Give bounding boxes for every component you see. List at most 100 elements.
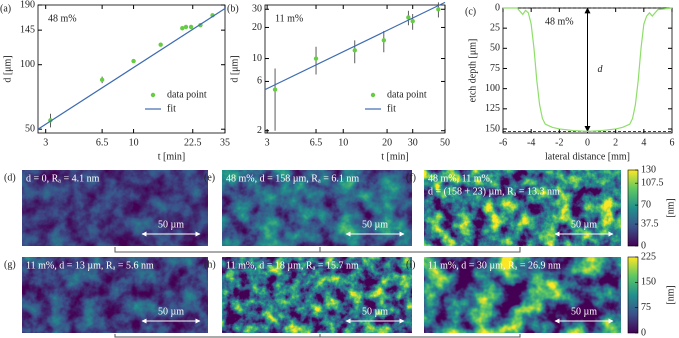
arrow-label: d <box>598 64 604 75</box>
x-tick-label: 6.5 <box>96 137 109 148</box>
data-point <box>158 42 163 47</box>
scale-bar-label: 50 µm <box>571 306 597 317</box>
data-point <box>131 58 136 64</box>
series-line <box>37 7 226 130</box>
x-axis-label: t [min] <box>158 151 186 162</box>
data-point <box>188 24 194 30</box>
image-label: d = 0, Rₐ = 4.1 nm <box>26 173 100 184</box>
annotation: 11 m% <box>275 13 303 24</box>
panel-tag: (f) <box>406 172 416 183</box>
data-point <box>272 87 278 92</box>
legend-swatch <box>150 92 156 98</box>
colorbar-tick-label: 130 <box>641 164 656 175</box>
data-point <box>410 18 415 24</box>
series-line <box>264 1 446 91</box>
image-label: d = (158 + 23) µm, Rₐ = 13.3 nm <box>428 186 560 197</box>
panel-tag: (d) <box>4 172 16 183</box>
series-line <box>503 7 673 132</box>
connector <box>114 334 521 338</box>
colorbar-tick-label: 75 <box>641 302 651 313</box>
plot-frame <box>37 4 226 134</box>
legend-label: fit <box>387 103 396 114</box>
colorbar-unit: [nm] <box>665 198 676 217</box>
colorbar-unit: [nm] <box>665 285 676 304</box>
x-tick-label: 6 <box>670 137 675 148</box>
colorbar-tick-label: 150 <box>641 277 656 288</box>
y-tick-label: 190 <box>20 0 35 10</box>
y-axis-label: d [μm] <box>2 55 13 82</box>
x-tick-label: 6.5 <box>310 137 323 148</box>
image-label: 11 m%, d = 30 µm, Rₐ = 26.9 nm <box>428 260 561 271</box>
panel-tag: (c) <box>465 6 476 17</box>
x-tick-label: -2 <box>555 137 563 148</box>
data-point <box>381 38 387 43</box>
y-axis-label: d [μm] <box>229 55 240 82</box>
colorbar <box>627 256 639 334</box>
panel-tag: (e) <box>204 172 215 183</box>
image-label: 48 m%, d = 158 µm, Rₐ = 6.1 nm <box>226 173 359 184</box>
y-tick-label: 100 <box>20 59 35 70</box>
data-point <box>436 7 441 12</box>
y-tick-label: 20 <box>252 22 262 33</box>
legend-label: fit <box>167 103 176 114</box>
x-tick-label: 2 <box>613 137 618 148</box>
x-axis-label: lateral distance [mm] <box>545 151 630 162</box>
y-tick-label: 6 <box>257 76 262 87</box>
colorbar-tick-label: 107.5 <box>641 177 664 188</box>
x-tick-label: 35 <box>220 137 230 148</box>
y-tick-label: 50 <box>490 43 500 54</box>
plot-frame <box>264 4 446 134</box>
y-tick-label: 2 <box>257 125 262 136</box>
colorbar-tick-label: 225 <box>641 251 656 262</box>
x-tick-label: 3 <box>43 137 48 148</box>
legend-label: data point <box>387 89 427 100</box>
panel-tag: (b) <box>227 3 239 14</box>
y-tick-label: 10 <box>252 53 262 64</box>
x-tick-label: 50 <box>440 137 450 148</box>
y-tick-label: 50 <box>25 123 35 134</box>
y-tick-label: 145 <box>20 24 35 35</box>
y-axis-label: etch depth [μm] <box>467 39 478 103</box>
x-tick-label: 4 <box>641 137 646 148</box>
data-point <box>183 24 189 30</box>
annotation: 48 m% <box>48 13 77 24</box>
y-tick-label: 30 <box>252 4 262 15</box>
legend-swatch <box>370 92 376 98</box>
annotation: 48 m% <box>545 16 574 27</box>
scale-bar-label: 50 µm <box>362 219 388 230</box>
data-point <box>313 56 319 61</box>
x-axis-label: t [min] <box>381 151 409 162</box>
data-point <box>99 77 105 83</box>
panel-tag: (g) <box>4 259 16 270</box>
image-label: 11 m%, d = 18 µm, Rₐ = 15.7 nm <box>226 260 359 271</box>
colorbar-tick-label: 70 <box>641 199 651 210</box>
connectors <box>114 247 521 338</box>
colorbar-tick-label: 0 <box>641 327 646 338</box>
x-tick-label: 20 <box>382 137 392 148</box>
data-point <box>352 48 357 53</box>
x-tick-label: 10 <box>338 137 348 148</box>
data-point <box>406 15 411 20</box>
y-tick-label: 125 <box>485 103 500 114</box>
image-label: 48 m%, 11 m%, <box>428 173 492 184</box>
y-tick-label: 75 <box>490 63 500 74</box>
x-tick-label: -6 <box>499 137 507 148</box>
colorbar-tick-label: 37.5 <box>641 218 659 229</box>
scale-bar-label: 50 µm <box>571 219 597 230</box>
data-point <box>180 26 185 31</box>
y-tick-label: 150 <box>485 123 500 134</box>
panel-tag: (a) <box>0 3 11 14</box>
legend-label: data point <box>167 89 207 100</box>
y-tick-label: 25 <box>490 22 500 33</box>
panel-tag: (h) <box>204 259 216 270</box>
colorbar <box>627 169 639 247</box>
connector <box>114 247 521 253</box>
scale-bar-label: 50 µm <box>362 306 388 317</box>
x-tick-label: -4 <box>527 137 535 148</box>
y-tick-label: 100 <box>485 83 500 94</box>
x-tick-label: 3 <box>265 137 270 148</box>
panel-tag: (i) <box>406 259 415 270</box>
x-tick-label: 0 <box>585 137 590 148</box>
x-tick-label: 30 <box>408 137 418 148</box>
